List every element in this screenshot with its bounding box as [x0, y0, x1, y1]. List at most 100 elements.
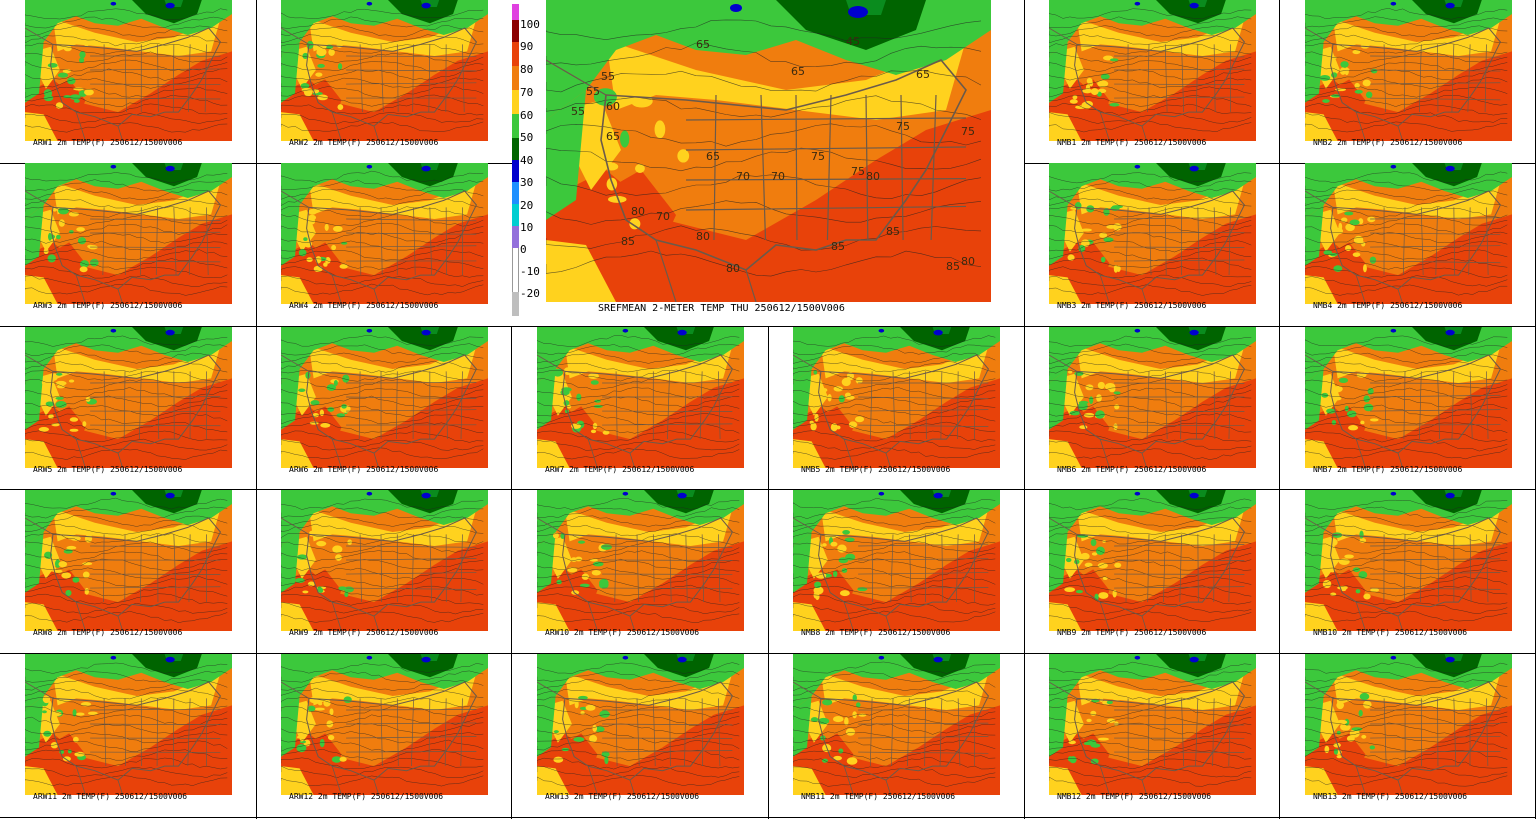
- terrain-pocket: [1098, 592, 1109, 599]
- terrain-pocket: [654, 120, 666, 139]
- terrain-pocket: [573, 737, 585, 742]
- terrain-pocket: [303, 549, 313, 556]
- state-boundary: [957, 698, 961, 767]
- terrain-pocket: [79, 57, 85, 64]
- terrain-pocket: [1369, 745, 1376, 750]
- country-boundary: [25, 681, 54, 699]
- terrain-pocket: [812, 705, 817, 711]
- isotherm-line: [25, 352, 228, 364]
- isotherm-line: [25, 112, 228, 124]
- isotherm-line: [25, 360, 228, 373]
- isotherm-line: [1049, 524, 1252, 535]
- isotherm-line: [25, 249, 228, 261]
- country-boundary: [50, 27, 221, 127]
- terrain-pocket: [1344, 67, 1349, 76]
- terrain-pocket: [56, 384, 66, 389]
- terrain-pocket: [1333, 265, 1343, 272]
- isotherm-line: [25, 16, 228, 29]
- temperature-field-60: [1076, 181, 1245, 219]
- terrain-pocket: [600, 544, 613, 550]
- isotherm-line: [1305, 413, 1508, 425]
- isotherm-line: [1305, 602, 1508, 614]
- terrain-pocket: [590, 380, 599, 385]
- colorbar-segment: [512, 160, 519, 182]
- state-boundary: [460, 534, 463, 603]
- contour-value-label: 80: [726, 262, 740, 275]
- state-boundary: [103, 534, 105, 603]
- state-boundary: [1370, 382, 1501, 385]
- cold-spot: [1134, 1, 1141, 6]
- state-boundary: [1228, 207, 1231, 276]
- member-map-label: NMB8 2m TEMP(F) 250612/1500V006: [801, 628, 951, 637]
- terrain-pocket: [1360, 420, 1365, 425]
- terrain-pocket: [1112, 589, 1117, 598]
- isotherm-line: [537, 335, 740, 348]
- isotherm-line: [793, 497, 996, 510]
- temperature-field-80: [1076, 406, 1110, 449]
- contour-value-label: 75: [896, 120, 910, 133]
- isotherm-line: [281, 670, 484, 683]
- terrain-pocket: [810, 717, 819, 722]
- terrain-pocket: [319, 739, 325, 748]
- isotherm-line: [25, 122, 228, 133]
- isotherm-line: [25, 95, 228, 107]
- terrain-pocket: [1328, 387, 1336, 394]
- state-boundary: [90, 231, 221, 234]
- isotherm-line: [537, 344, 740, 356]
- state-boundary: [1403, 371, 1406, 440]
- isotherm-line: [1049, 679, 1252, 691]
- temperature-field-50: [546, 90, 586, 220]
- state-boundary: [346, 572, 477, 575]
- member-map-graphic: [281, 327, 488, 468]
- temperature-field-40: [388, 654, 458, 678]
- member-map-label: ARW8 2m TEMP(F) 250612/1500V006: [33, 628, 183, 637]
- state-boundary: [346, 722, 477, 725]
- isotherm-line: [1305, 42, 1508, 54]
- isotherm-line: [537, 662, 740, 674]
- country-boundary: [373, 125, 380, 141]
- isotherm-line: [25, 551, 228, 563]
- terrain-pocket: [1361, 241, 1366, 247]
- contour-value-label: 65: [706, 150, 720, 163]
- temperature-field-50: [1049, 532, 1068, 593]
- isotherm-line: [793, 776, 996, 787]
- isotherm-line: [537, 378, 740, 391]
- terrain-pocket: [571, 590, 580, 595]
- isotherm-line: [546, 69, 982, 93]
- country-boundary: [537, 681, 566, 699]
- terrain-pocket: [303, 237, 308, 241]
- state-boundary: [615, 371, 618, 440]
- temperature-field-50: [281, 532, 300, 593]
- member-map-graphic: [793, 654, 1000, 795]
- isotherm-line: [1305, 240, 1508, 253]
- isotherm-line: [1049, 16, 1252, 28]
- terrain-pocket: [1349, 219, 1360, 226]
- isotherm-line: [537, 515, 740, 527]
- terrain-pocket: [314, 707, 325, 711]
- state-boundary: [614, 534, 617, 603]
- state-boundary: [1370, 709, 1501, 712]
- member-map-arw3: [25, 163, 232, 304]
- isotherm-line: [281, 103, 484, 116]
- cold-spot: [677, 656, 687, 663]
- state-boundary: [346, 736, 477, 739]
- country-boundary: [1355, 438, 1366, 468]
- terrain-pocket: [1352, 49, 1361, 55]
- terrain-pocket: [68, 211, 79, 217]
- isotherm-line: [1305, 749, 1508, 761]
- country-boundary: [1330, 190, 1501, 290]
- terrain-pocket: [1090, 758, 1099, 765]
- temperature-field-40: [1412, 327, 1482, 351]
- state-boundary: [1197, 207, 1200, 276]
- member-map-graphic: [1305, 490, 1512, 631]
- terrain-pocket: [1336, 730, 1341, 735]
- member-map-nmb9: [1049, 490, 1256, 631]
- isotherm-line: [1049, 86, 1252, 98]
- member-map-arw12: [281, 654, 488, 795]
- terrain-pocket: [1359, 538, 1367, 543]
- colorbar-segment: [512, 20, 519, 42]
- isotherm-line: [793, 507, 996, 519]
- isotherm-line: [1049, 51, 1252, 64]
- terrain-pocket: [48, 373, 58, 381]
- temperature-field-60: [564, 672, 733, 710]
